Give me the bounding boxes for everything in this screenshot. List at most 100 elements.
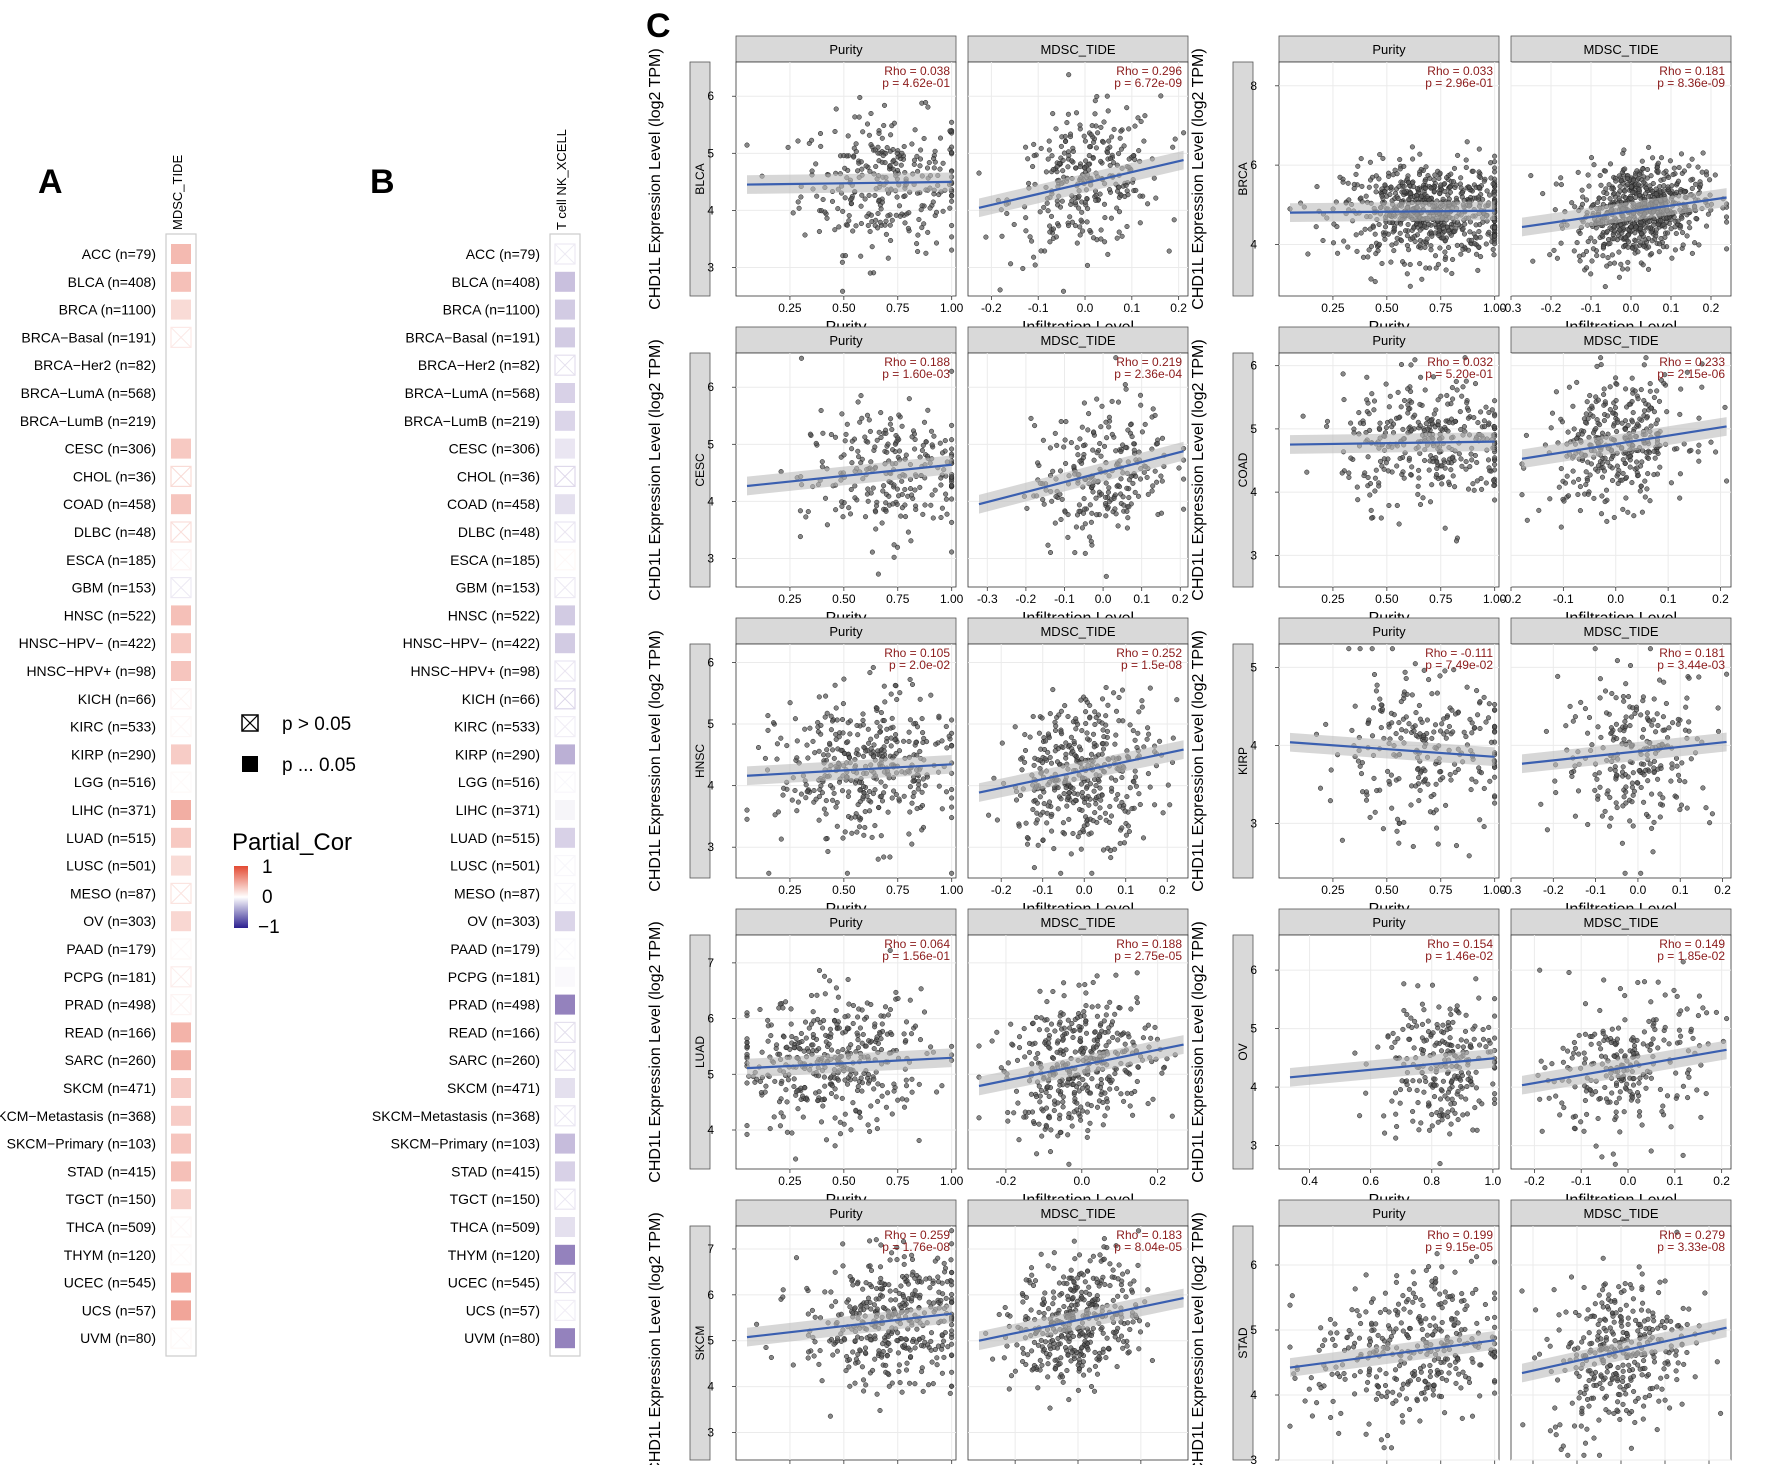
data-point	[1367, 159, 1373, 165]
x-tick-label: -0.3	[1501, 883, 1522, 897]
data-point	[1686, 163, 1692, 169]
data-point	[986, 812, 992, 818]
data-point	[1113, 708, 1120, 714]
data-point	[1160, 810, 1166, 816]
data-point	[858, 253, 864, 259]
data-point	[1654, 388, 1660, 394]
data-point	[1041, 501, 1047, 507]
data-point	[1603, 186, 1609, 192]
data-point	[1417, 770, 1423, 776]
row-strip	[1232, 61, 1254, 297]
data-point	[1707, 177, 1713, 183]
data-point	[846, 218, 852, 224]
data-point	[1116, 209, 1123, 215]
data-point	[1490, 246, 1496, 253]
data-point	[1476, 173, 1482, 179]
data-point	[885, 441, 891, 447]
data-point	[1424, 717, 1430, 723]
data-point	[1422, 457, 1428, 464]
data-point	[1611, 514, 1617, 521]
data-point	[840, 208, 846, 214]
data-point	[1417, 401, 1423, 407]
data-point	[1393, 240, 1399, 246]
data-point	[1614, 428, 1620, 435]
data-point	[906, 210, 912, 216]
data-point	[1348, 455, 1354, 461]
data-point	[1436, 227, 1442, 233]
data-point	[938, 475, 944, 481]
data-point	[913, 739, 919, 745]
facet-strip-label: MDSC_TIDE	[1040, 42, 1115, 57]
data-point	[1492, 176, 1498, 182]
data-point	[1078, 747, 1084, 753]
data-point	[1145, 771, 1151, 777]
data-point	[890, 447, 896, 453]
data-point	[1417, 731, 1423, 737]
data-point	[866, 132, 872, 138]
data-point	[861, 783, 867, 790]
data-point	[1565, 429, 1571, 435]
data-point	[805, 755, 811, 761]
data-point	[1377, 696, 1383, 702]
data-point	[1484, 188, 1490, 194]
data-point	[1064, 803, 1070, 809]
data-point	[1465, 407, 1471, 413]
data-point	[825, 752, 831, 758]
data-point	[862, 824, 868, 831]
data-point	[1105, 489, 1111, 495]
data-point	[1089, 542, 1095, 548]
data-point	[1399, 727, 1405, 733]
data-point	[1136, 148, 1142, 154]
data-point	[1602, 284, 1608, 290]
data-point	[890, 166, 896, 172]
data-point	[1046, 138, 1052, 144]
data-point	[1360, 421, 1367, 427]
data-point	[1616, 249, 1622, 255]
data-point	[1094, 93, 1100, 100]
data-point	[845, 720, 851, 726]
y-tick-label: 4	[1250, 738, 1257, 752]
data-point	[1100, 746, 1107, 752]
data-point	[1640, 166, 1646, 172]
data-point	[1422, 244, 1428, 250]
heatmap-cell-cross	[554, 771, 576, 793]
data-point	[1582, 706, 1588, 712]
data-point	[1653, 191, 1659, 197]
data-point	[1452, 711, 1459, 717]
data-point	[1452, 228, 1458, 234]
x-tick-label: 0.2	[1172, 592, 1189, 606]
data-point	[1106, 819, 1113, 825]
data-point	[1049, 153, 1055, 159]
data-point	[891, 482, 897, 488]
data-point	[869, 549, 875, 555]
data-point	[1475, 712, 1481, 718]
data-point	[1589, 258, 1595, 264]
data-point	[1649, 188, 1655, 194]
data-point	[1406, 455, 1412, 461]
y-tick-label: 4	[1250, 485, 1257, 499]
data-point	[864, 213, 870, 219]
heatmap-cell	[555, 494, 575, 515]
data-point	[1031, 865, 1037, 871]
data-point	[819, 459, 825, 465]
data-point	[1617, 227, 1623, 233]
data-point	[1078, 846, 1084, 852]
data-point	[1124, 223, 1130, 230]
y-tick-label: 6	[707, 655, 714, 669]
data-point	[1623, 386, 1629, 392]
data-point	[1139, 704, 1145, 710]
data-point	[1622, 870, 1628, 876]
data-point	[1715, 728, 1722, 734]
data-point	[1097, 785, 1103, 791]
data-point	[1409, 235, 1415, 241]
data-point	[882, 160, 888, 166]
data-point	[949, 446, 955, 452]
data-point	[1459, 190, 1466, 196]
data-point	[842, 165, 848, 171]
data-point	[780, 792, 786, 798]
data-point	[868, 142, 874, 148]
data-point	[1436, 175, 1442, 181]
data-point	[1639, 230, 1645, 237]
data-point	[1431, 729, 1437, 735]
data-point	[937, 440, 943, 446]
